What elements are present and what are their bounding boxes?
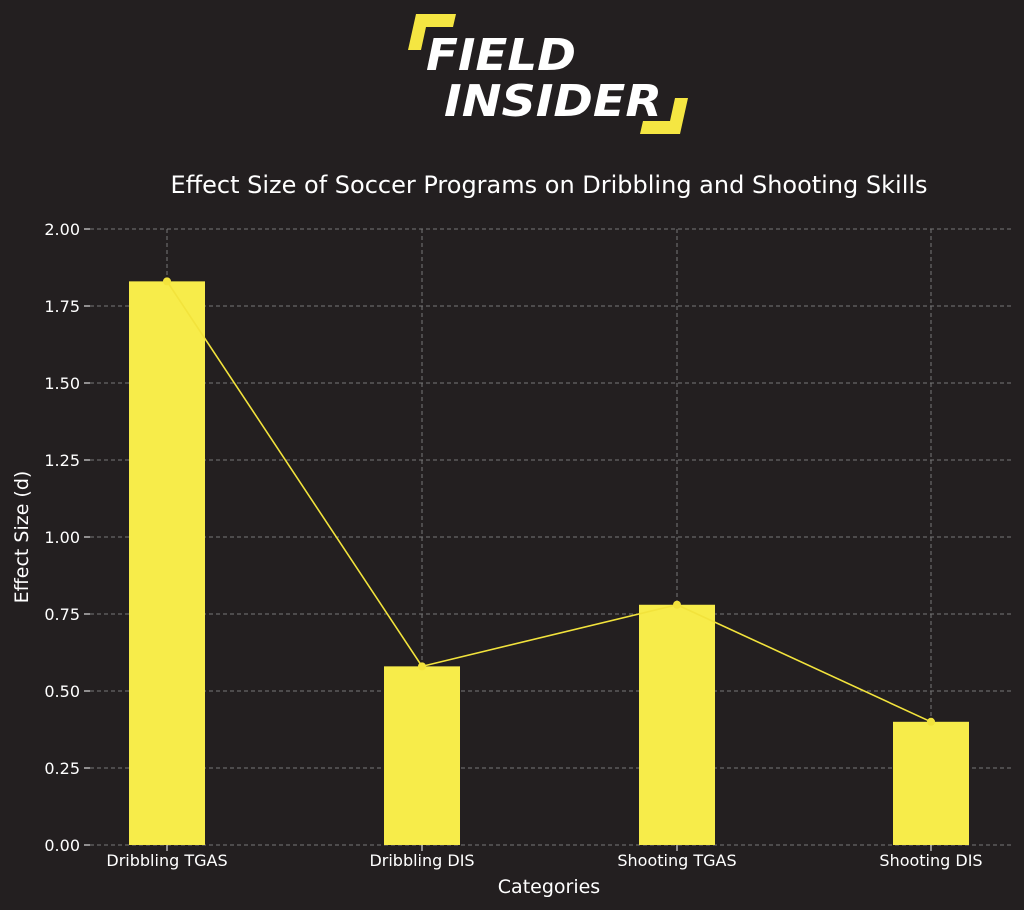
logo-line-1: FIELD <box>426 30 576 81</box>
chart-title: Effect Size of Soccer Programs on Dribbl… <box>170 171 927 199</box>
bars <box>129 281 969 845</box>
x-tick-label: Dribbling DIS <box>369 851 474 870</box>
trend-line <box>163 277 935 726</box>
bar <box>639 604 715 845</box>
x-tick-label: Shooting TGAS <box>617 851 736 870</box>
axes <box>84 228 932 851</box>
trend-point <box>163 277 171 286</box>
y-tick-label: 0.25 <box>44 759 80 778</box>
trend-line-path <box>166 280 932 723</box>
trend-point <box>673 600 681 609</box>
y-tick-label: 1.50 <box>44 374 80 393</box>
bar <box>129 281 205 845</box>
x-axis-label: Categories <box>498 876 600 898</box>
y-axis-label: Effect Size (d) <box>11 471 33 604</box>
y-tick-label: 0.00 <box>44 836 80 855</box>
logo-bracket-top-left-icon <box>408 14 456 50</box>
tick-labels: 0.00 0.25 0.50 0.75 1.00 1.25 1.50 1.75 2.00 Drib… <box>44 220 982 870</box>
x-tick-label: Dribbling TGAS <box>106 851 227 870</box>
bar <box>384 666 460 845</box>
y-tick-label: 1.75 <box>44 297 80 316</box>
logo-line-2: INSIDER <box>444 76 662 127</box>
y-tick-label: 1.00 <box>44 528 80 547</box>
y-tick-label: 2.00 <box>44 220 80 239</box>
y-tick-label: 1.25 <box>44 451 80 470</box>
y-tick-label: 0.50 <box>44 682 80 701</box>
logo-bracket-bottom-right-icon <box>640 98 688 134</box>
x-tick-label: Shooting DIS <box>879 851 982 870</box>
trend-point <box>418 662 426 671</box>
trend-point <box>927 717 935 726</box>
grid-lines <box>90 228 1012 846</box>
field-insider-logo: FIELD INSIDER <box>408 14 688 134</box>
bar <box>893 721 969 845</box>
y-tick-label: 0.75 <box>44 605 80 624</box>
